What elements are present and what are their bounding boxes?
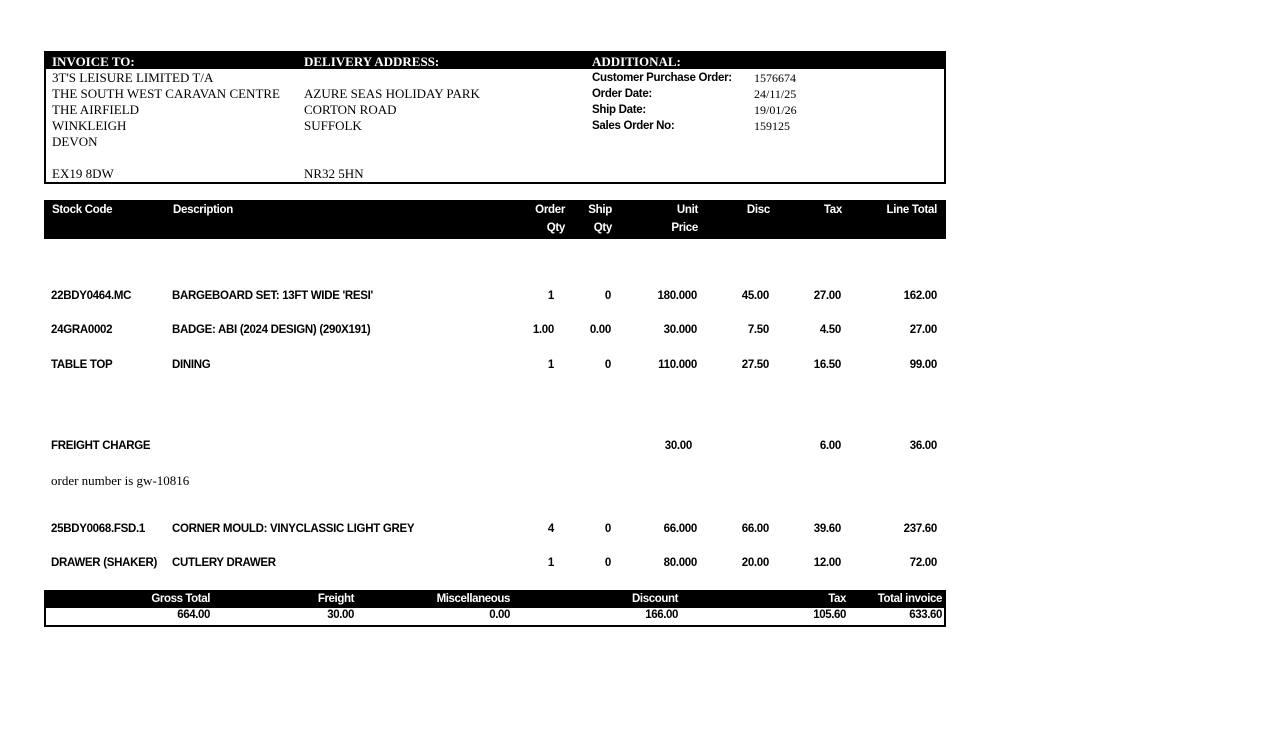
invoice-to-line: THE SOUTH WEST CARAVAN CENTRE xyxy=(52,86,281,101)
order-qty: 1 xyxy=(547,290,554,302)
total-value: 30.00 xyxy=(327,609,354,621)
col-order-qty-2: Qty xyxy=(546,222,566,234)
invoice-to-line: THE AIRFIELD xyxy=(52,102,140,117)
order-qty: 1 xyxy=(547,557,554,569)
total-value: 664.00 xyxy=(177,609,210,621)
total: 72.00 xyxy=(909,557,938,569)
address-header: INVOICE TO: DELIVERY ADDRESS: ADDITIONAL… xyxy=(46,53,944,69)
col-unit-price: Unit xyxy=(676,204,698,216)
unit-price: 110.000 xyxy=(658,359,697,371)
invoice-to-line: 3T'S LEISURE LIMITED T/A xyxy=(52,70,214,85)
disc: 7.50 xyxy=(747,324,769,336)
additional-label: ADDITIONAL: xyxy=(592,54,681,69)
totals-header xyxy=(46,592,944,608)
disc: 20.00 xyxy=(741,557,770,569)
stock-code: 25BDY0068.FSD.1 xyxy=(51,523,145,535)
unit-price: 80.000 xyxy=(663,557,698,569)
col-disc: Disc xyxy=(746,204,770,216)
disc: 27.50 xyxy=(741,359,770,371)
total-value: 0.00 xyxy=(489,609,510,621)
additional-label-3: Sales Order No: xyxy=(592,120,675,132)
total: 36.00 xyxy=(909,440,938,452)
order-qty: 4 xyxy=(547,523,554,535)
total-label: Tax xyxy=(828,593,846,605)
delivery-address-label: DELIVERY ADDRESS: xyxy=(304,54,440,69)
invoice-to-label: INVOICE TO: xyxy=(52,54,135,69)
delivery-address-line: NR32 5HN xyxy=(304,166,364,181)
additional-label-1: Order Date: xyxy=(592,88,652,100)
total-label: Total invoice xyxy=(877,593,943,605)
total-label: Gross Total xyxy=(151,593,210,605)
invoice-to-line: DEVON xyxy=(52,134,98,149)
invoice-to-line: WINKLEIGH xyxy=(52,118,127,133)
total-label: Miscellaneous xyxy=(436,593,511,605)
stock-code: FREIGHT CHARGE xyxy=(51,440,151,452)
tax: 6.00 xyxy=(819,440,841,452)
ship-qty: 0 xyxy=(604,290,611,302)
ship-qty: 0 xyxy=(604,557,611,569)
delivery-address-line: AZURE SEAS HOLIDAY PARK xyxy=(304,86,480,101)
total-label: Freight xyxy=(317,593,355,605)
additional-value-2: 19/01/26 xyxy=(754,103,797,117)
stock-code: 22BDY0464.MC xyxy=(51,290,132,302)
ship-qty: 0.00 xyxy=(589,324,611,336)
col-ship-qty-2: Qty xyxy=(593,222,613,234)
total: 162.00 xyxy=(903,290,938,302)
col-line-total: Line Total xyxy=(886,204,938,216)
description: CUTLERY DRAWER xyxy=(172,557,276,569)
col-ship-qty: Ship xyxy=(588,204,612,216)
stock-code: 24GRA0002 xyxy=(51,324,113,336)
ship-qty: 0 xyxy=(604,523,611,535)
additional-value-1: 24/11/25 xyxy=(754,87,797,101)
order-note: order number is gw-10816 xyxy=(51,473,190,488)
totals-panel: Gross Total 664.00 Freight 30.00 Miscellaneo… xyxy=(44,590,946,627)
stock-code: DRAWER (SHAKER) xyxy=(51,557,158,569)
delivery-address-line: CORTON ROAD xyxy=(304,102,397,117)
unit-price: 30.00 xyxy=(664,440,693,452)
address-panel: INVOICE TO: DELIVERY ADDRESS: ADDITIONAL… xyxy=(44,51,946,184)
stock-code: TABLE TOP xyxy=(51,359,113,371)
order-qty: 1 xyxy=(547,359,554,371)
total-value: 166.00 xyxy=(645,609,678,621)
disc: 45.00 xyxy=(741,290,770,302)
total: 99.00 xyxy=(909,359,938,371)
col-description: Description xyxy=(173,204,233,216)
total-value: 105.60 xyxy=(813,609,846,621)
unit-price: 30.000 xyxy=(663,324,698,336)
total: 237.60 xyxy=(903,523,938,535)
additional-label-0: Customer Purchase Order: xyxy=(592,72,732,84)
tax: 27.00 xyxy=(813,290,842,302)
invoice-to-line: EX19 8DW xyxy=(52,166,114,181)
additional-label-2: Ship Date: xyxy=(592,104,646,116)
total: 27.00 xyxy=(909,324,938,336)
description: BADGE: ABI (2024 DESIGN) (290X191) xyxy=(172,324,371,336)
description: BARGEBOARD SET: 13FT WIDE 'RESI' xyxy=(172,290,373,302)
additional-value-3: 159125 xyxy=(754,119,790,133)
delivery-address-line: SUFFOLK xyxy=(304,118,362,133)
unit-price: 180.000 xyxy=(657,290,698,302)
ship-qty: 0 xyxy=(604,359,611,371)
tax: 4.50 xyxy=(819,324,841,336)
order-qty: 1.00 xyxy=(532,324,554,336)
description: CORNER MOULD: VINYCLASSIC LIGHT GREY xyxy=(172,523,415,535)
additional-value-0: 1576674 xyxy=(754,71,796,85)
tax: 39.60 xyxy=(813,523,842,535)
total-label: Discount xyxy=(632,593,678,605)
col-order-qty: Order xyxy=(535,204,565,216)
col-unit-price-2: Price xyxy=(671,222,698,234)
total-value: 633.60 xyxy=(909,609,942,621)
col-stock-code: Stock Code xyxy=(52,204,113,216)
col-tax: Tax xyxy=(823,204,842,216)
tax: 16.50 xyxy=(813,359,842,371)
tax: 12.00 xyxy=(813,557,842,569)
description: DINING xyxy=(172,359,211,371)
disc: 66.00 xyxy=(741,523,770,535)
unit-price: 66.000 xyxy=(663,523,698,535)
line-items-header: Stock Code Description Order Qty Ship Qt… xyxy=(44,200,946,239)
